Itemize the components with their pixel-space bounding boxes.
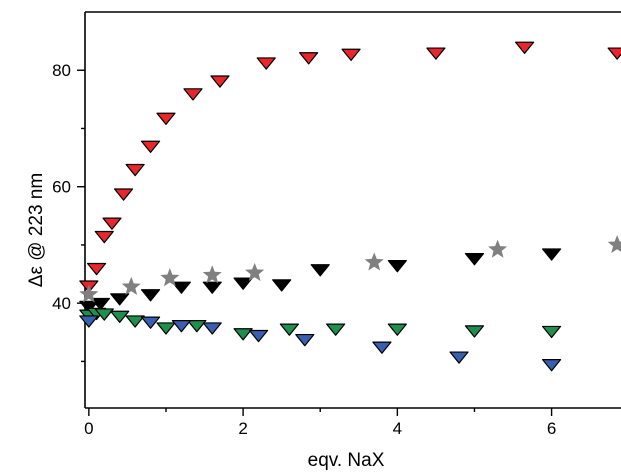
triangle-marker [464,253,485,266]
x-tick-label: 2 [238,419,247,438]
triangle-marker [79,300,99,314]
triangle-marker [210,75,230,88]
y-tick-label: 40 [52,294,71,313]
triangle-marker [279,323,299,336]
triangle-marker [341,48,361,61]
x-axis-label: eqv. NaX [308,450,385,471]
star-marker [121,276,141,295]
triangle-marker [102,217,122,230]
star-marker [202,265,222,284]
triangle-marker [607,47,621,60]
triangle-marker [449,351,469,364]
triangle-marker [248,329,269,343]
triangle-marker [514,41,535,54]
triangle-marker [233,277,253,290]
axes: 0 2 4 6 40 60 80 [52,11,621,438]
triangle-marker [90,297,111,311]
triangle-marker [326,323,346,336]
star-marker [488,239,508,258]
triangle-marker [464,325,485,338]
x-tick-label: 4 [393,419,402,438]
series-4 [79,315,562,372]
star-marker [364,252,384,271]
triangle-marker [272,279,292,292]
x-tick-label: 6 [547,419,556,438]
star-marker [160,268,180,287]
triangle-marker [372,341,392,354]
triangle-marker [79,315,99,328]
triangle-marker [125,163,145,177]
triangle-marker [256,57,276,70]
triangle-marker [387,260,407,273]
series-0 [79,41,621,293]
triangle-marker [125,315,145,328]
data-markers [79,41,621,372]
triangle-marker [86,262,107,276]
triangle-marker [541,248,562,261]
triangle-marker [140,316,161,329]
triangle-marker [110,293,130,306]
triangle-marker [94,230,114,244]
triangle-marker [310,264,330,277]
triangle-marker [94,308,114,321]
star-marker [79,284,99,303]
triangle-marker [113,188,134,201]
triangle-marker [233,328,253,341]
triangle-marker [156,322,176,335]
triangle-marker [110,310,130,324]
triangle-marker [183,88,203,101]
series-2 [79,234,621,303]
y-axis-label: Δε @ 223 nm [26,173,47,287]
star-marker [607,234,621,254]
y-tick-label: 60 [52,178,71,197]
triangle-marker [202,322,222,335]
series-3 [79,307,562,341]
series-1 [79,248,562,314]
triangle-marker [202,281,222,294]
triangle-marker [156,112,176,126]
y-tick-label: 80 [52,61,71,80]
triangle-marker [426,47,446,60]
triangle-marker [171,281,192,294]
triangle-marker [541,359,562,372]
triangle-marker [187,320,207,333]
triangle-marker [171,320,192,333]
triangle-marker [295,333,315,347]
star-marker [245,262,265,281]
triangle-marker [299,52,319,65]
triangle-marker [541,325,562,339]
triangle-marker [140,140,161,153]
triangle-marker [140,289,161,302]
triangle-marker [387,323,407,336]
x-tick-label: 0 [84,419,93,438]
